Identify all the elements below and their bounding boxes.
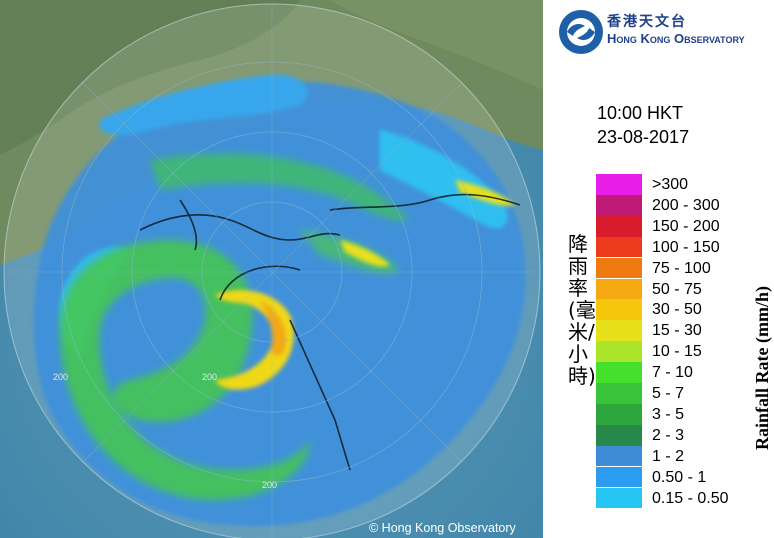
ring-label: 200 [262,480,277,490]
legend-label: 200 - 300 [652,196,720,214]
legend-title-zh: 降雨率(毫米/小時) [568,232,596,388]
legend-swatch [596,403,642,425]
legend-label: >300 [652,176,689,193]
legend-label: 7 - 10 [652,364,693,382]
hill-terrain [330,0,543,90]
legend-label: 1 - 2 [652,447,685,465]
radar-map: 200 200 200 [0,0,543,538]
legend-label: 10 - 15 [652,343,702,361]
legend-swatch [596,299,642,321]
legend-swatch [596,257,642,279]
observation-time: 10:00 HKT [597,103,684,123]
legend-swatch [596,466,642,488]
legend-swatch [596,278,642,300]
legend-swatch [596,194,642,216]
legend-title-en: Rainfall Rate (mm/h) [752,286,772,450]
legend-swatch [596,362,642,383]
radar-range-edge [3,3,541,538]
legend-swatch [596,383,642,404]
legend-panel [543,0,774,538]
legend-swatch [596,341,642,362]
legend-label: 75 - 100 [652,259,711,277]
legend-swatch [596,174,642,195]
legend-label: 0.50 - 1 [652,468,707,486]
legend-swatch [596,320,642,342]
org-name-en: Hong Kong Observatory [607,31,745,46]
ring-label: 200 [202,372,217,382]
legend-label: 50 - 75 [652,280,702,298]
org-name-zh: 香港天文台 [607,14,687,30]
legend-label: 30 - 50 [652,301,702,319]
legend-swatch [596,215,642,237]
legend-swatch [596,487,642,509]
legend-swatch [596,424,642,446]
legend-label: 3 - 5 [652,405,685,423]
copyright-text: © Hong Kong Observatory [369,521,516,535]
radar-coverage: 200 200 200 [4,4,540,538]
legend-label: 5 - 7 [652,385,685,402]
legend-swatch [596,445,642,467]
ring-label: 200 [53,372,68,382]
observation-date: 23-08-2017 [597,127,690,147]
hko-logo [559,10,603,54]
legend-label: 15 - 30 [652,322,702,340]
legend-label: 2 - 3 [652,426,685,444]
legend-label: 150 - 200 [652,217,720,235]
mountain-terrain [0,0,300,155]
legend-label: 100 - 150 [652,238,720,256]
legend-swatch [596,236,642,258]
legend-label: 0.15 - 0.50 [652,489,729,507]
